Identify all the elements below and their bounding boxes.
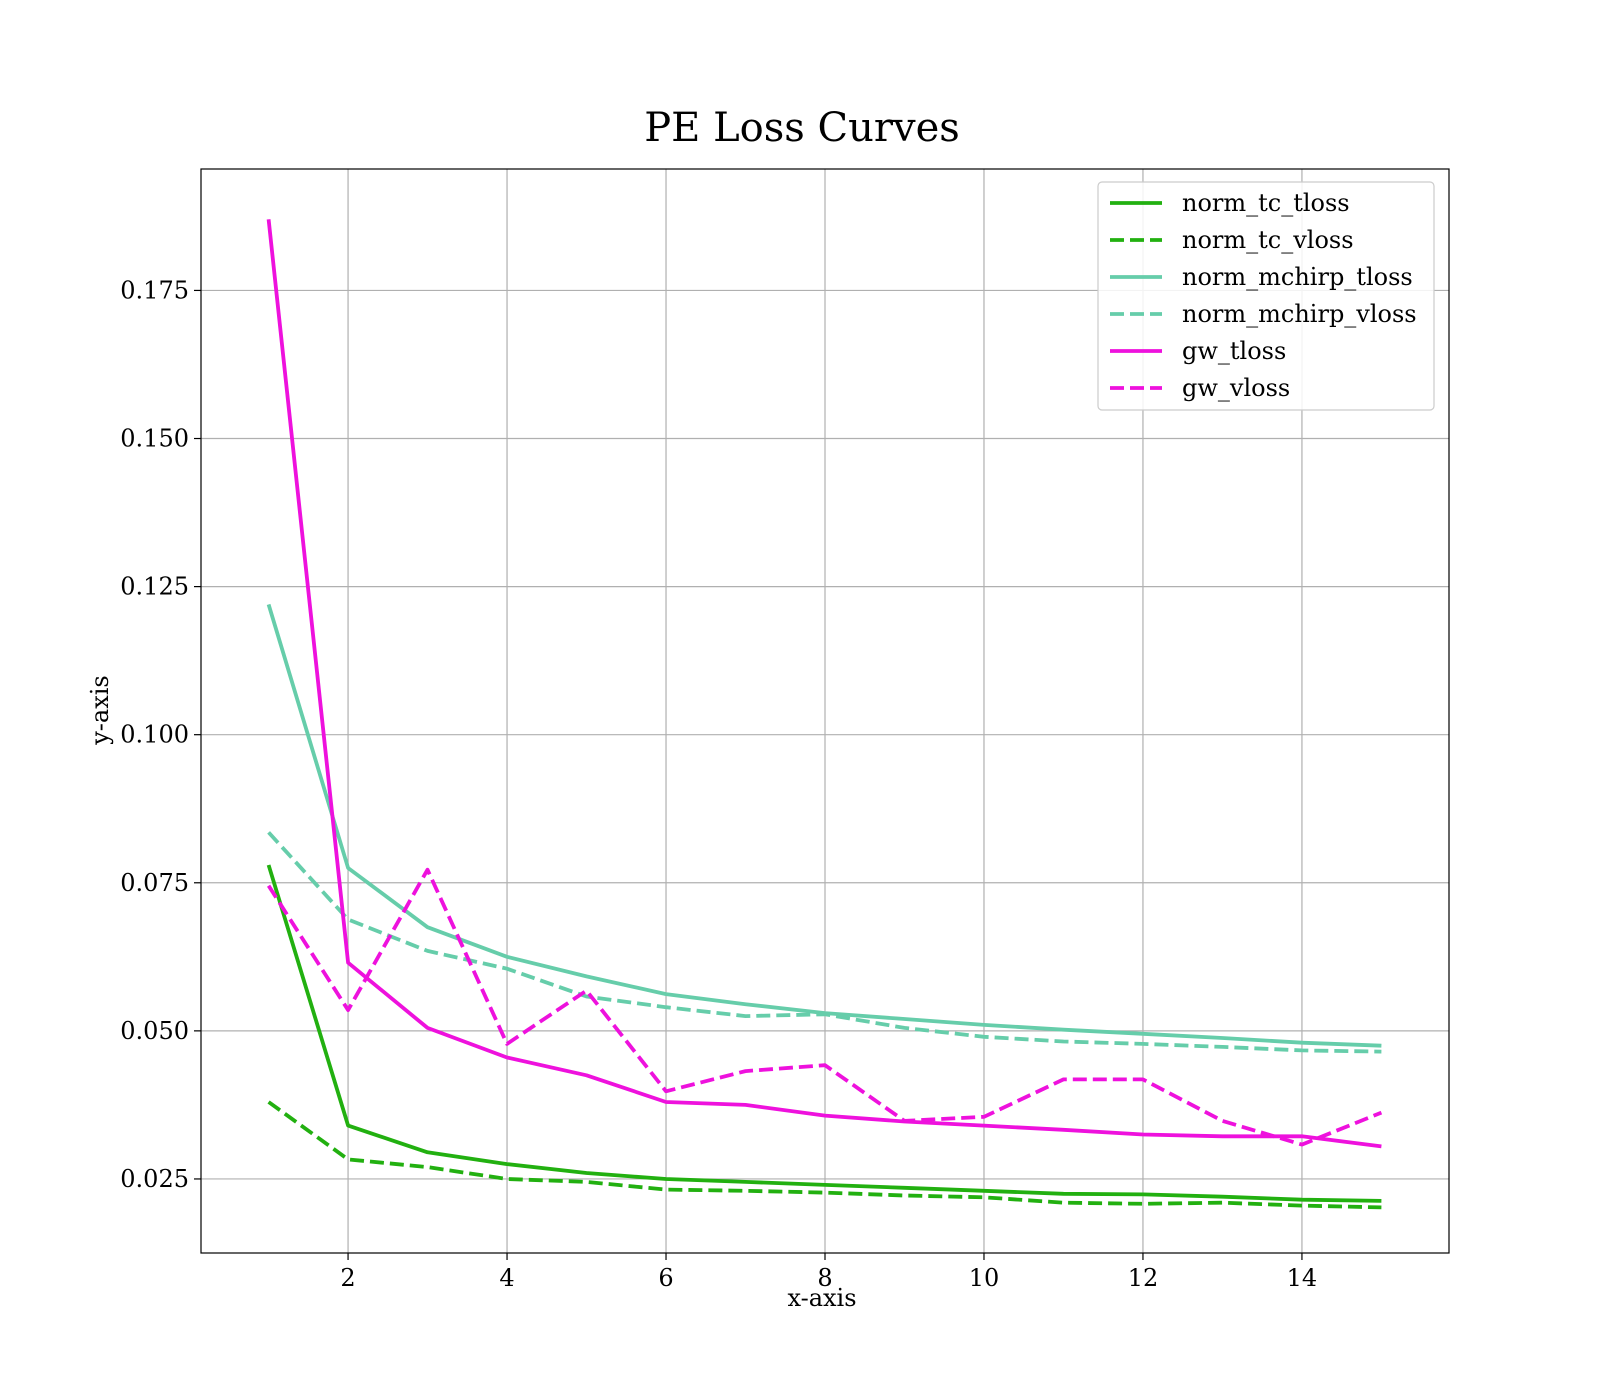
x-axis-label: x-axis: [787, 1284, 856, 1312]
x-tick-label: 6: [658, 1264, 673, 1292]
y-tick-label: 0.050: [120, 1017, 189, 1045]
legend-label: gw_vloss: [1182, 374, 1290, 402]
y-tick-label: 0.025: [120, 1165, 189, 1193]
legend-label: gw_tloss: [1182, 337, 1286, 365]
series-lines: [266, 219, 1383, 1210]
y-tick-label: 0.150: [120, 425, 189, 453]
x-tick-label: 14: [1287, 1264, 1318, 1292]
series-line-norm-tc-tloss: [266, 864, 1382, 1203]
series-line-gw-vloss: [266, 867, 1383, 1147]
legend: norm_tc_tloss norm_tc_vloss norm_mchirp_tl…: [1097, 181, 1435, 411]
x-tick-label: 8: [817, 1264, 832, 1292]
x-tick-label: 12: [1128, 1264, 1159, 1292]
x-tick-label: 4: [499, 1264, 514, 1292]
series-line-gw-tloss: [266, 219, 1382, 1149]
chart-title: PE Loss Curves: [644, 105, 960, 151]
y-tick-label: 0.125: [120, 573, 189, 601]
y-tick-label: 0.075: [120, 869, 189, 897]
legend-label: norm_tc_vloss: [1182, 226, 1354, 254]
x-tick-label: 2: [340, 1264, 355, 1292]
y-axis-label: y-axis: [86, 675, 114, 746]
series-line-norm-mchirp-vloss: [267, 831, 1382, 1054]
x-tick-label: 10: [969, 1264, 1000, 1292]
y-tick-label: 0.175: [120, 276, 189, 304]
grid-lines: [201, 169, 1449, 1253]
legend-label: norm_mchirp_tloss: [1182, 263, 1413, 291]
legend-label: norm_mchirp_vloss: [1182, 300, 1417, 328]
legend-label: norm_tc_tloss: [1182, 189, 1350, 217]
legend-box: [1097, 181, 1435, 411]
y-axis-ticks: 0.025 0.050 0.075 0.100 0.125 0.150 0.175: [120, 276, 201, 1193]
x-axis-ticks: 2 4 6 8 10 12 14: [340, 1253, 1317, 1292]
series-line-norm-tc-vloss: [267, 1100, 1382, 1210]
y-tick-label: 0.100: [120, 721, 189, 749]
